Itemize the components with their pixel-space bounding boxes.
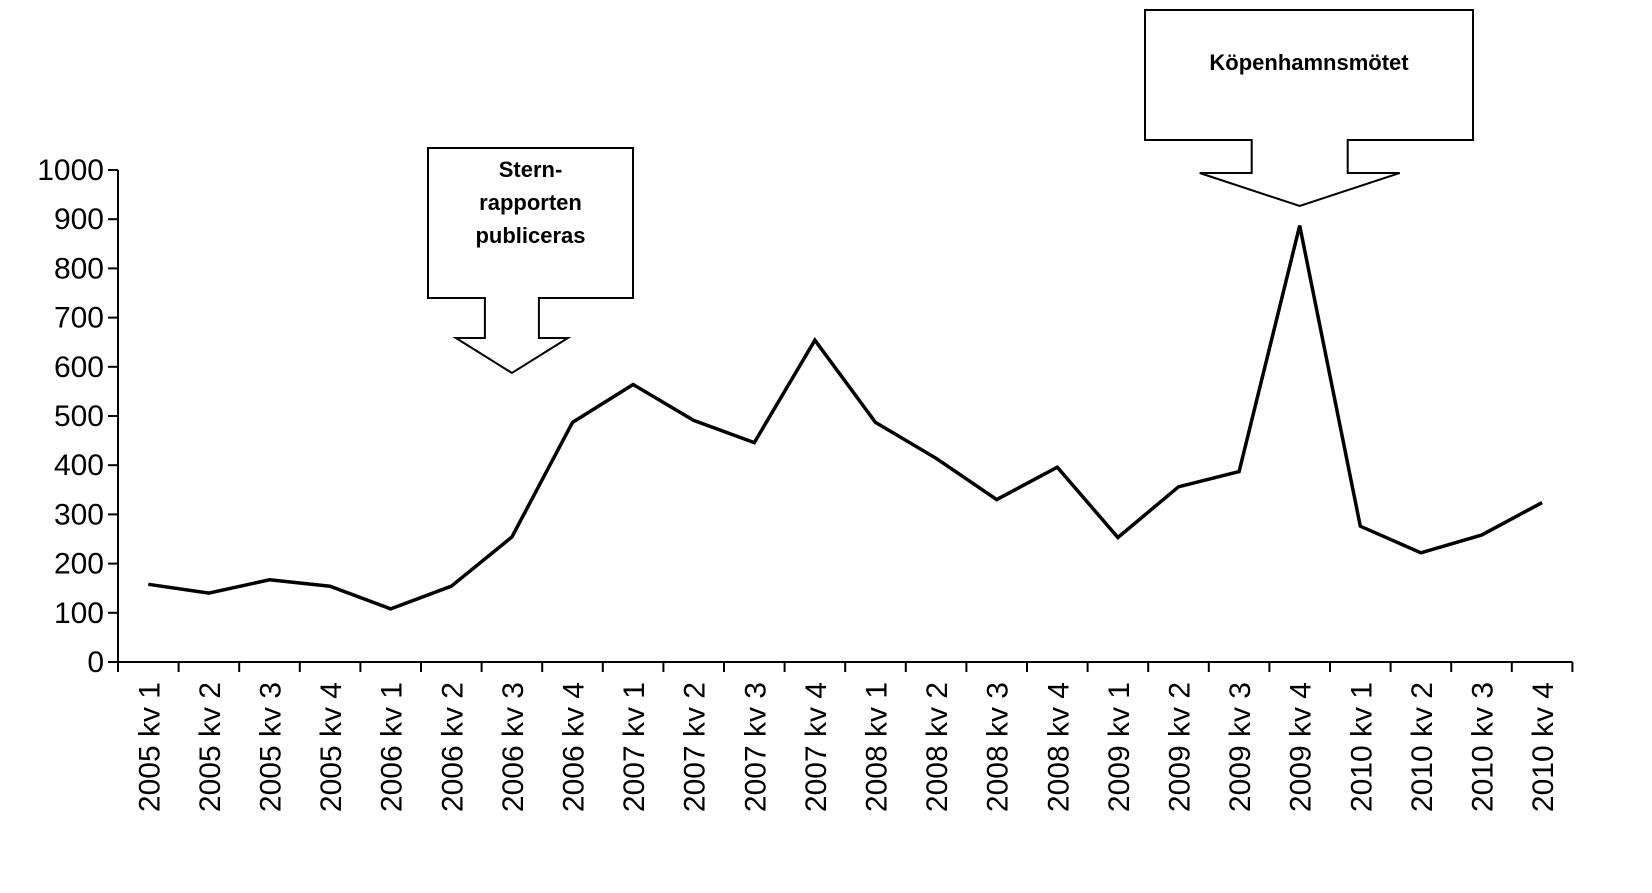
y-tick-labels: 0 100 200 300 400 500 600 700 800 900 1000 (37, 154, 104, 679)
x-tick-label: 2010 kv 1 (1345, 682, 1378, 812)
callout-arrow-box (1144, 9, 1474, 208)
x-tick-label: 2008 kv 4 (1042, 682, 1075, 812)
callout-text: rapporten (479, 190, 582, 215)
x-tick-label: 2006 kv 2 (436, 682, 469, 812)
series-line (148, 225, 1543, 611)
x-tick-label: 2006 kv 4 (558, 682, 591, 812)
y-tick-label: 600 (54, 351, 104, 384)
x-tick-label: 2008 kv 1 (861, 682, 894, 812)
y-tick-label: 500 (54, 400, 104, 433)
x-tick-label: 2007 kv 3 (739, 682, 772, 812)
x-tick-label: 2009 kv 1 (1103, 682, 1136, 812)
x-tick-label: 2009 kv 4 (1285, 682, 1318, 812)
x-tick-label: 2009 kv 2 (1164, 682, 1197, 812)
x-tick-label: 2005 kv 1 (133, 682, 166, 812)
callout-text: publiceras (475, 223, 585, 248)
x-tick-label: 2008 kv 3 (982, 682, 1015, 812)
x-tick-label: 2007 kv 1 (618, 682, 651, 812)
x-tick-label: 2008 kv 2 (921, 682, 954, 812)
y-tick-label: 400 (54, 449, 104, 482)
x-tick-label: 2010 kv 2 (1406, 682, 1439, 812)
x-tick-label: 2009 kv 3 (1224, 682, 1257, 812)
x-tick-label: 2007 kv 2 (679, 682, 712, 812)
y-tick-label: 300 (54, 498, 104, 531)
callouts: Stern-rapporten publiceras Köpenhamnsmötet (427, 9, 1474, 375)
x-tick-label: 2006 kv 3 (497, 682, 530, 812)
y-tick-label: 700 (54, 302, 104, 335)
x-tick-label: 2005 kv 2 (194, 682, 227, 812)
x-tick-label: 2007 kv 4 (800, 682, 833, 812)
axes (108, 169, 1574, 672)
x-tick-labels: 2005 kv 1 2005 kv 2 2005 kv 3 2005 kv 4 2006… (133, 682, 1560, 812)
y-tick-label: 0 (87, 646, 104, 679)
callout-arrow-box (427, 147, 634, 375)
callout-text: Stern- (499, 157, 563, 182)
y-tick-label: 800 (54, 252, 104, 285)
x-tick-label: 2006 kv 1 (376, 682, 409, 812)
y-tick-label: 900 (54, 203, 104, 236)
x-tick-label: 2010 kv 4 (1527, 682, 1560, 812)
y-tick-label: 100 (54, 597, 104, 630)
x-tick-label: 2005 kv 3 (255, 682, 288, 812)
callout-text: Köpenhamnsmötet (1209, 50, 1409, 75)
series-layer (148, 225, 1543, 611)
y-tick-label: 200 (54, 548, 104, 581)
x-tick-label: 2010 kv 3 (1467, 682, 1500, 812)
x-tick-label: 2005 kv 4 (315, 682, 348, 812)
y-tick-label: 1000 (37, 154, 104, 187)
